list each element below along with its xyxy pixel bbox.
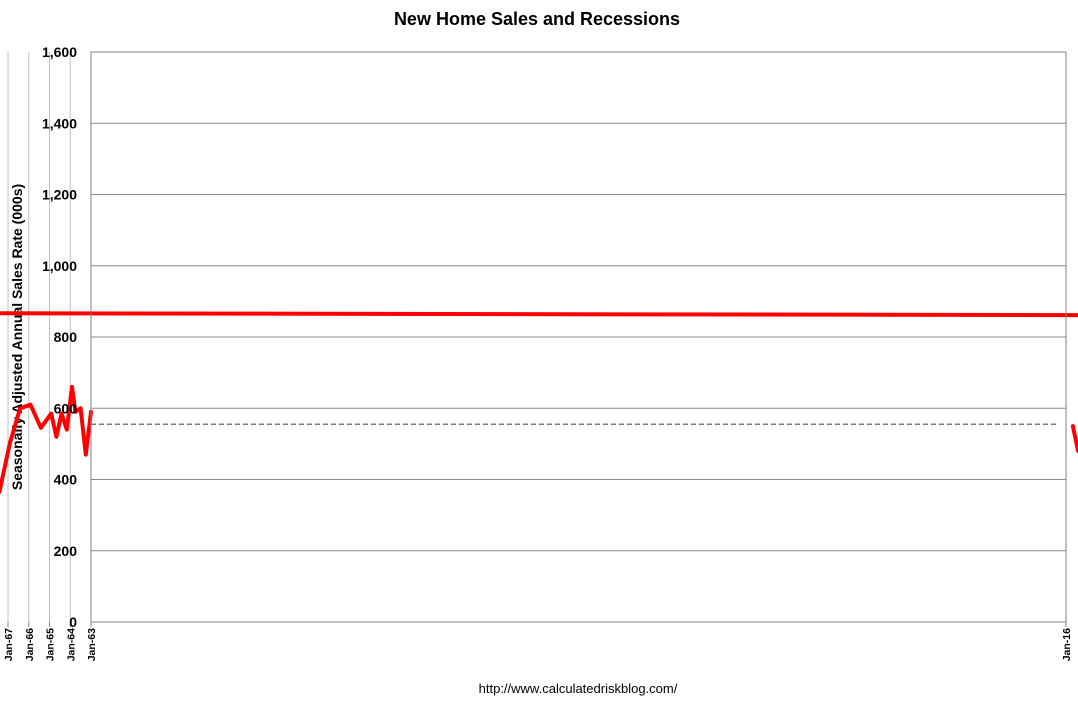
y-tick-label-5: 1,000 <box>42 258 77 274</box>
y-tick-label-6: 1,200 <box>42 187 77 203</box>
y-tick-label-2: 400 <box>54 472 78 488</box>
x-tick-label-2: Jan-65 <box>45 628 57 661</box>
x-tick-label-0: Jan-63 <box>86 628 98 661</box>
plot-area-border <box>90 51 1067 623</box>
source-url: http://www.calculatedriskblog.com/ <box>479 681 678 696</box>
y-tick-label-3: 600 <box>54 400 78 416</box>
y-tick-label-7: 1,400 <box>42 115 77 131</box>
series-line-0 <box>0 311 1078 494</box>
y-tick-label-1: 200 <box>54 543 78 559</box>
y-axis-label: Seasonally Adjusted Annual Sales Rate (0… <box>9 184 25 490</box>
x-tick-label-1: Jan-64 <box>65 628 77 661</box>
axes <box>7 51 1067 627</box>
y-tick-labels: 0 200 400 600 800 1,000 1,200 1,400 1,600 <box>42 44 77 630</box>
y-tick-label-0: 0 <box>69 614 77 630</box>
series-layer <box>0 311 1078 494</box>
y-tick-label-8: 1,600 <box>42 44 77 60</box>
x-tick-label-4: Jan-67 <box>3 628 15 661</box>
y-tick-label-4: 800 <box>54 329 78 345</box>
chart-title: New Home Sales and Recessions <box>394 9 680 29</box>
x-tick-label-3: Jan-66 <box>24 628 36 661</box>
grid-lines <box>7 51 1067 623</box>
x-tick-label-53: Jan-16 <box>1061 628 1073 661</box>
x-tick-labels: Jan-63Jan-64Jan-65Jan-66Jan-67Jan-68Jan-… <box>3 628 1073 661</box>
